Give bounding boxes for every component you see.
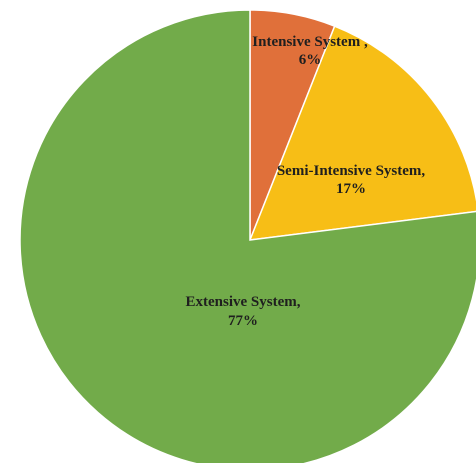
pie-slices — [19, 9, 476, 463]
pie-data-labels: Intensive System , 6% Semi-Intensive Sys… — [186, 34, 426, 329]
label-semi-intensive-value: 17% — [336, 181, 366, 197]
label-intensive-name: Intensive System , — [252, 34, 368, 50]
label-intensive-value: 6% — [299, 52, 322, 68]
slice-semi-intensive — [248, 25, 476, 241]
label-extensive-name: Extensive System, — [186, 294, 301, 310]
slice-extensive — [19, 9, 476, 463]
label-semi-intensive-name: Semi-Intensive System, — [277, 163, 426, 179]
label-extensive-value: 77% — [228, 313, 258, 329]
